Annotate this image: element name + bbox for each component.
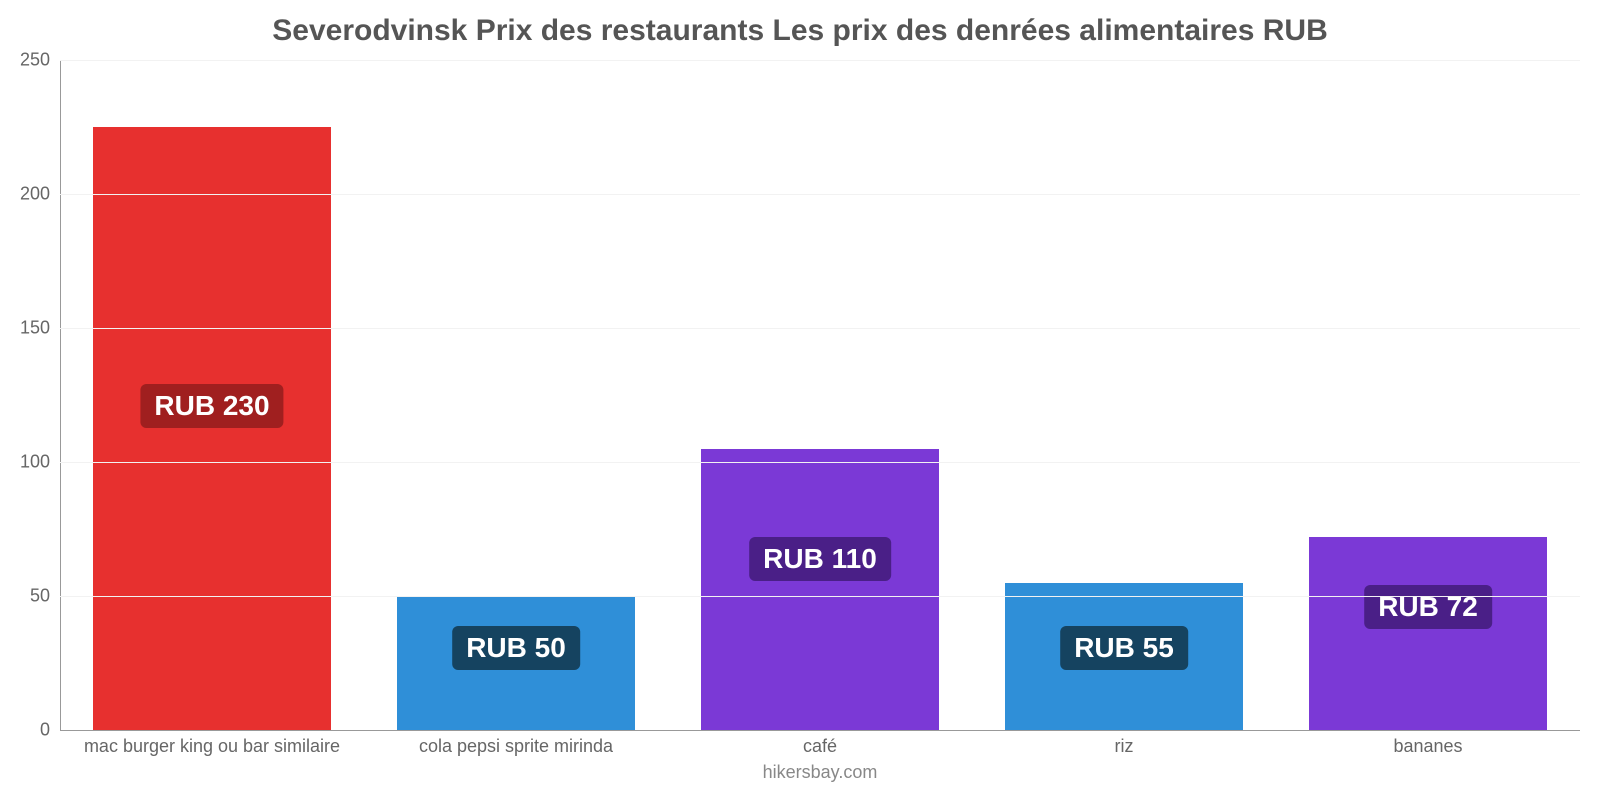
bar: RUB 230 (93, 127, 330, 730)
grid-line (60, 462, 1580, 463)
bar-slot: RUB 72 (1276, 60, 1580, 730)
x-axis-labels: mac burger king ou bar similairecola pep… (60, 730, 1580, 757)
bar-slot: RUB 230 (60, 60, 364, 730)
bar-value-label: RUB 230 (140, 384, 283, 428)
x-axis-label: cola pepsi sprite mirinda (364, 730, 668, 757)
y-tick-label: 0 (40, 720, 60, 741)
grid-line (60, 194, 1580, 195)
y-tick-label: 250 (20, 50, 60, 71)
price-bar-chart: Severodvinsk Prix des restaurants Les pr… (0, 0, 1600, 800)
x-axis-label: bananes (1276, 730, 1580, 757)
bar: RUB 55 (1005, 583, 1242, 730)
bar-value-label: RUB 55 (1060, 626, 1188, 670)
bar: RUB 50 (397, 596, 634, 730)
bar-slot: RUB 110 (668, 60, 972, 730)
grid-line (60, 328, 1580, 329)
x-axis-label: riz (972, 730, 1276, 757)
x-axis-label: mac burger king ou bar similaire (60, 730, 364, 757)
bar: RUB 72 (1309, 537, 1546, 730)
bars-group: RUB 230 RUB 50 RUB 110 RUB 55 RUB 72 (60, 60, 1580, 730)
plot-area: RUB 230RUB 50RUB 110RUB 55RUB 72 0501001… (60, 60, 1580, 730)
y-tick-label: 100 (20, 452, 60, 473)
y-tick-label: 150 (20, 318, 60, 339)
y-tick-label: 200 (20, 184, 60, 205)
bar-slot: RUB 55 (972, 60, 1276, 730)
grid-line (60, 596, 1580, 597)
bar-value-label: RUB 50 (452, 626, 580, 670)
attribution-text: hikersbay.com (60, 762, 1580, 783)
bar-value-label: RUB 110 (749, 537, 891, 581)
chart-title: Severodvinsk Prix des restaurants Les pr… (0, 0, 1600, 48)
bar-slot: RUB 50 (364, 60, 668, 730)
grid-line (60, 60, 1580, 61)
bar: RUB 110 (701, 449, 938, 730)
bar-value-label: RUB 72 (1364, 585, 1492, 629)
y-tick-label: 50 (30, 586, 60, 607)
x-axis-label: café (668, 730, 972, 757)
